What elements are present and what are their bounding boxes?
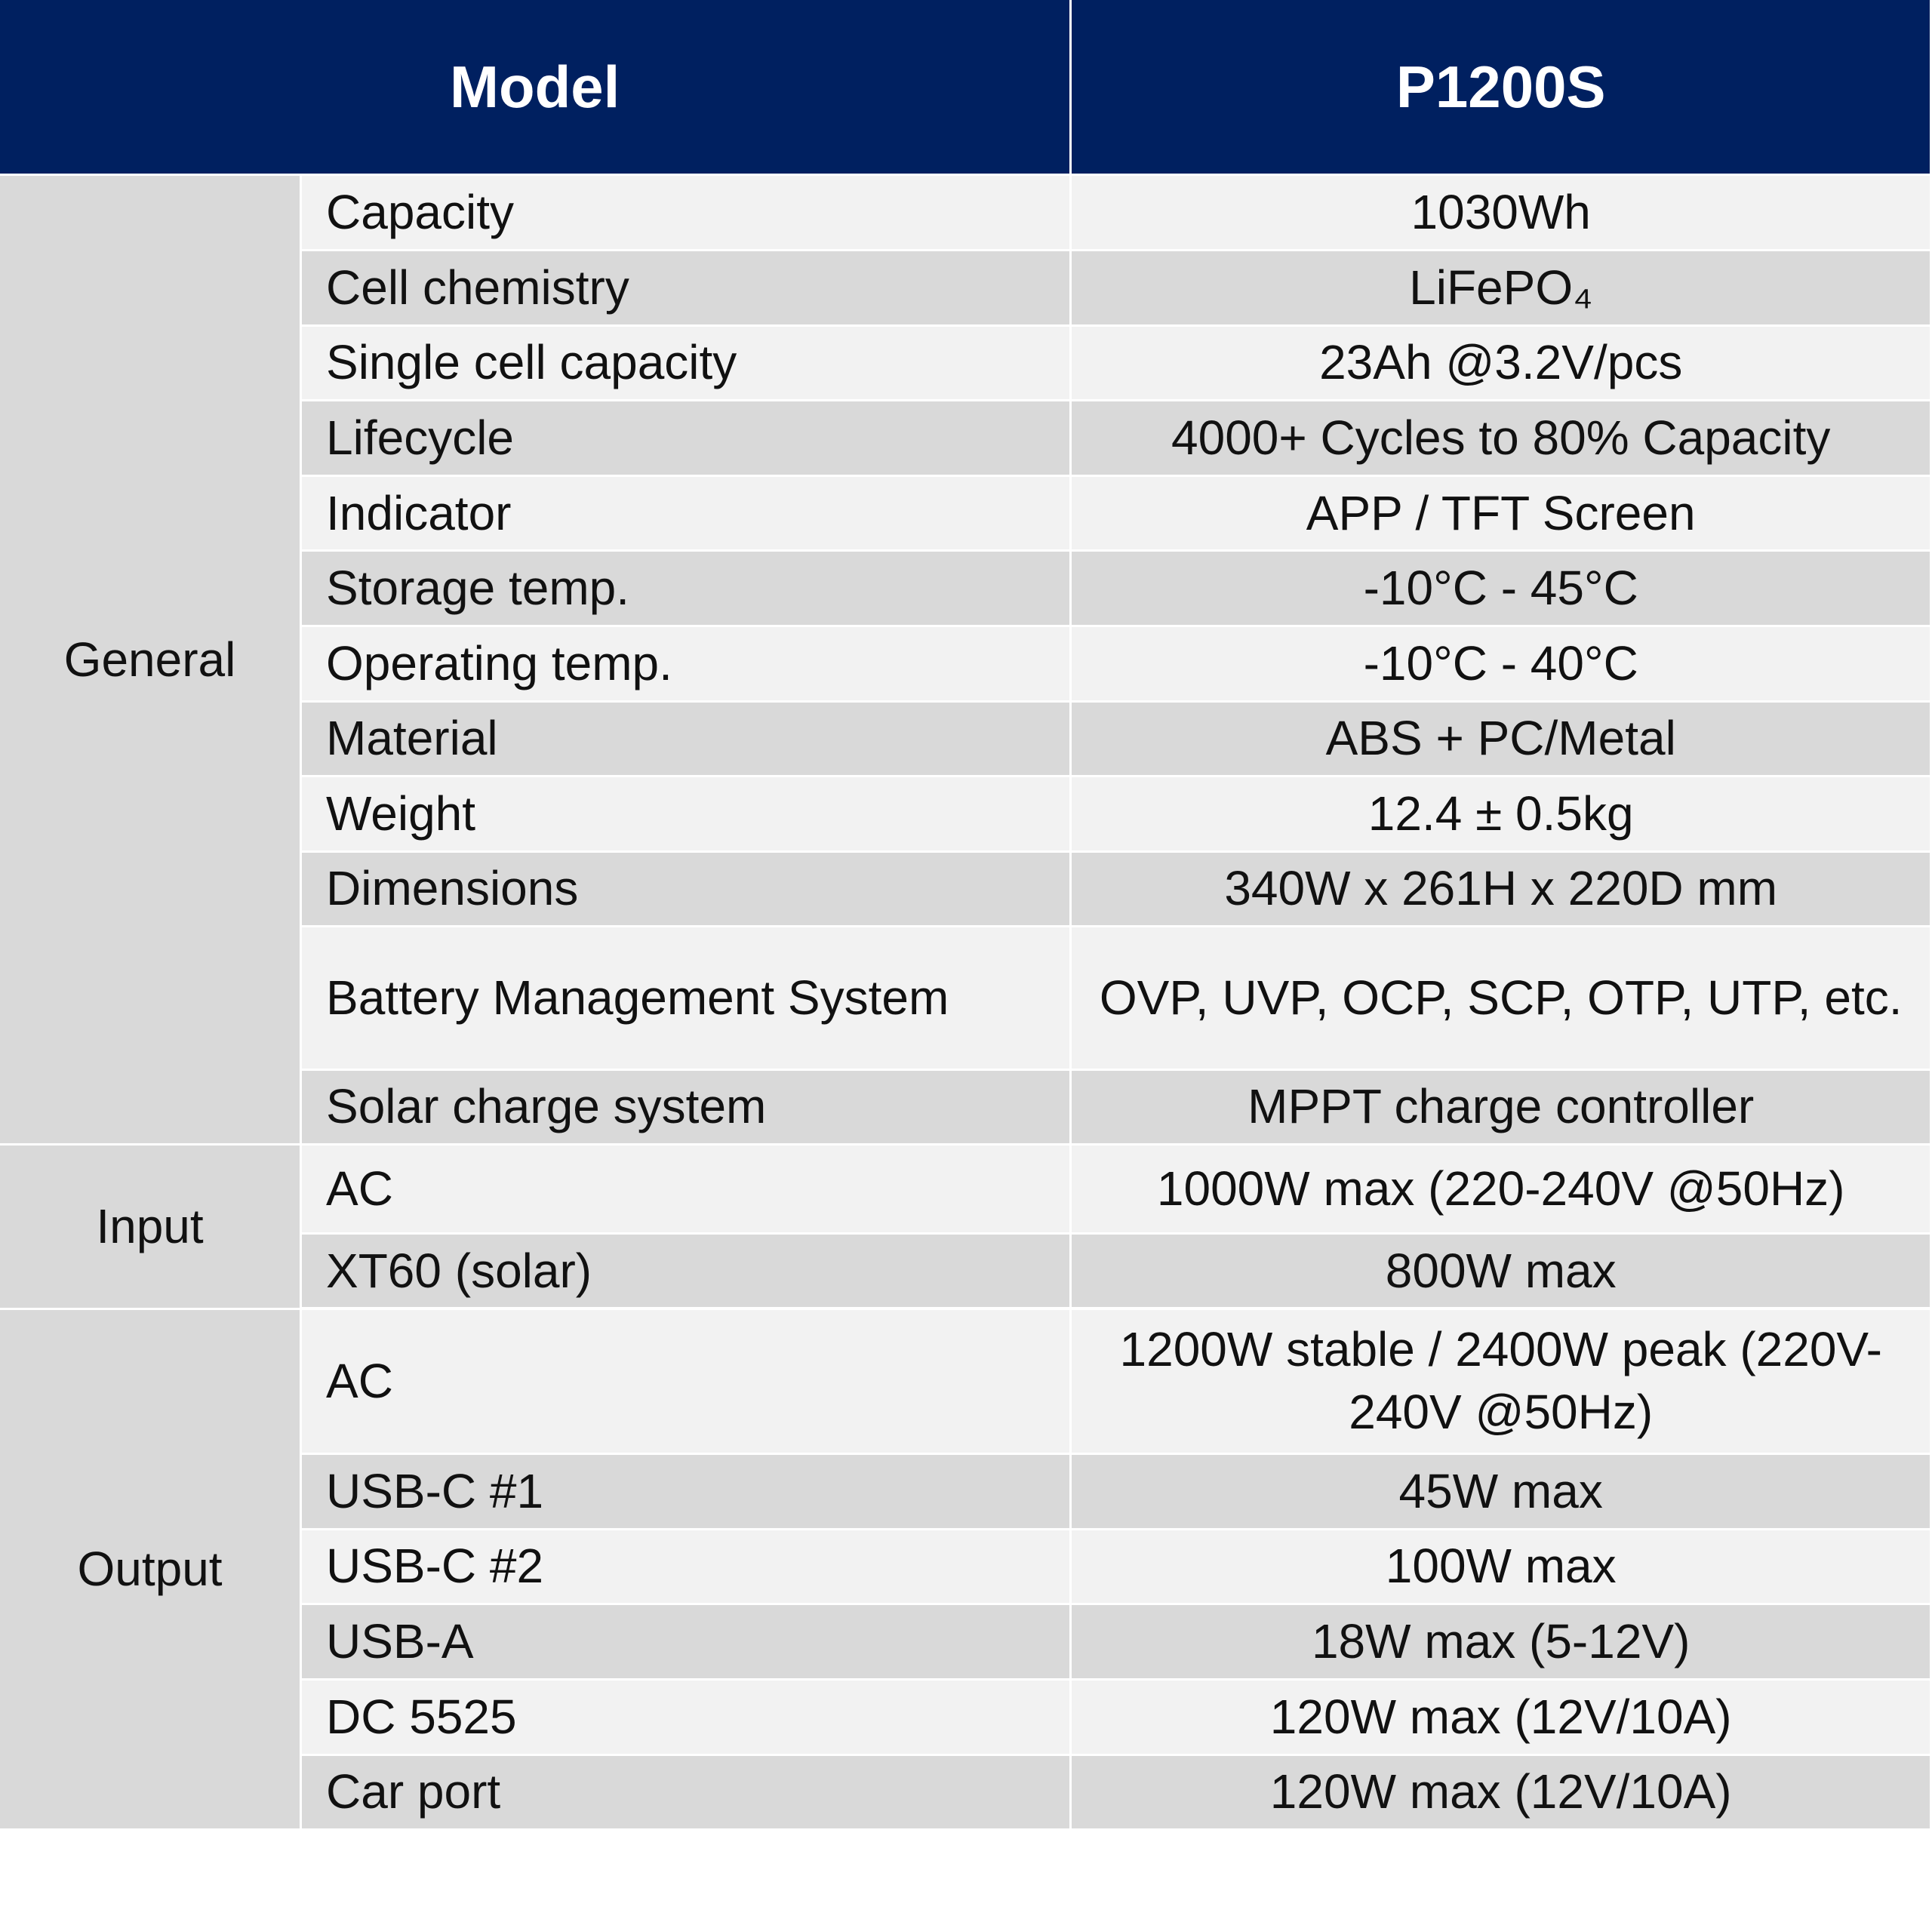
row-label: Material [302,702,1072,778]
row-value: LiFePO₄ [1072,251,1932,327]
row-label: AC [302,1146,1072,1235]
row-label: Dimensions [302,852,1072,928]
row-value: ABS + PC/Metal [1072,702,1932,778]
row-label: USB-C #2 [302,1530,1072,1606]
row-label: Operating temp. [302,627,1072,703]
row-value: APP / TFT Screen [1072,476,1932,552]
row-value: OVP, UVP, OCP, SCP, OTP, UTP, etc. [1072,927,1932,1071]
row-label: XT60 (solar) [302,1234,1072,1310]
row-value: 120W max (12V/10A) [1072,1680,1932,1756]
header-cell: Model [0,0,1072,177]
row-value: 12.4 ± 0.5kg [1072,777,1932,853]
row-value: 4000+ Cycles to 80% Capacity [1072,401,1932,477]
row-label: Indicator [302,476,1072,552]
row-value: -10°C - 40°C [1072,627,1932,703]
row-label: Weight [302,777,1072,853]
row-value: 23Ah @3.2V/pcs [1072,326,1932,402]
row-label: Solar charge system [302,1070,1072,1146]
row-label: DC 5525 [302,1680,1072,1756]
row-value: MPPT charge controller [1072,1070,1932,1146]
row-value: 120W max (12V/10A) [1072,1755,1932,1831]
row-label: Lifecycle [302,401,1072,477]
row-value: 800W max [1072,1234,1932,1310]
row-value: 1200W stable / 2400W peak (220V-240V @50… [1072,1309,1932,1456]
row-value: 45W max [1072,1455,1932,1530]
row-value: 340W x 261H x 220D mm [1072,852,1932,928]
row-value: 1000W max (220-240V @50Hz) [1072,1146,1932,1235]
row-value: 100W max [1072,1530,1932,1606]
row-label: USB-A [302,1605,1072,1681]
group-label: General [0,176,302,1146]
group-label: Input [0,1146,302,1310]
group-label: Output [0,1309,302,1831]
row-label: Storage temp. [302,552,1072,627]
header-cell: P1200S [1072,0,1932,177]
row-label: Car port [302,1755,1072,1831]
row-label: Cell chemistry [302,251,1072,327]
row-label: AC [302,1309,1072,1456]
row-label: Battery Management System [302,927,1072,1071]
row-label: Single cell capacity [302,326,1072,402]
row-label: USB-C #1 [302,1455,1072,1530]
row-label: Capacity [302,176,1072,252]
row-value: -10°C - 45°C [1072,552,1932,627]
row-value: 18W max (5-12V) [1072,1605,1932,1681]
row-value: 1030Wh [1072,176,1932,252]
